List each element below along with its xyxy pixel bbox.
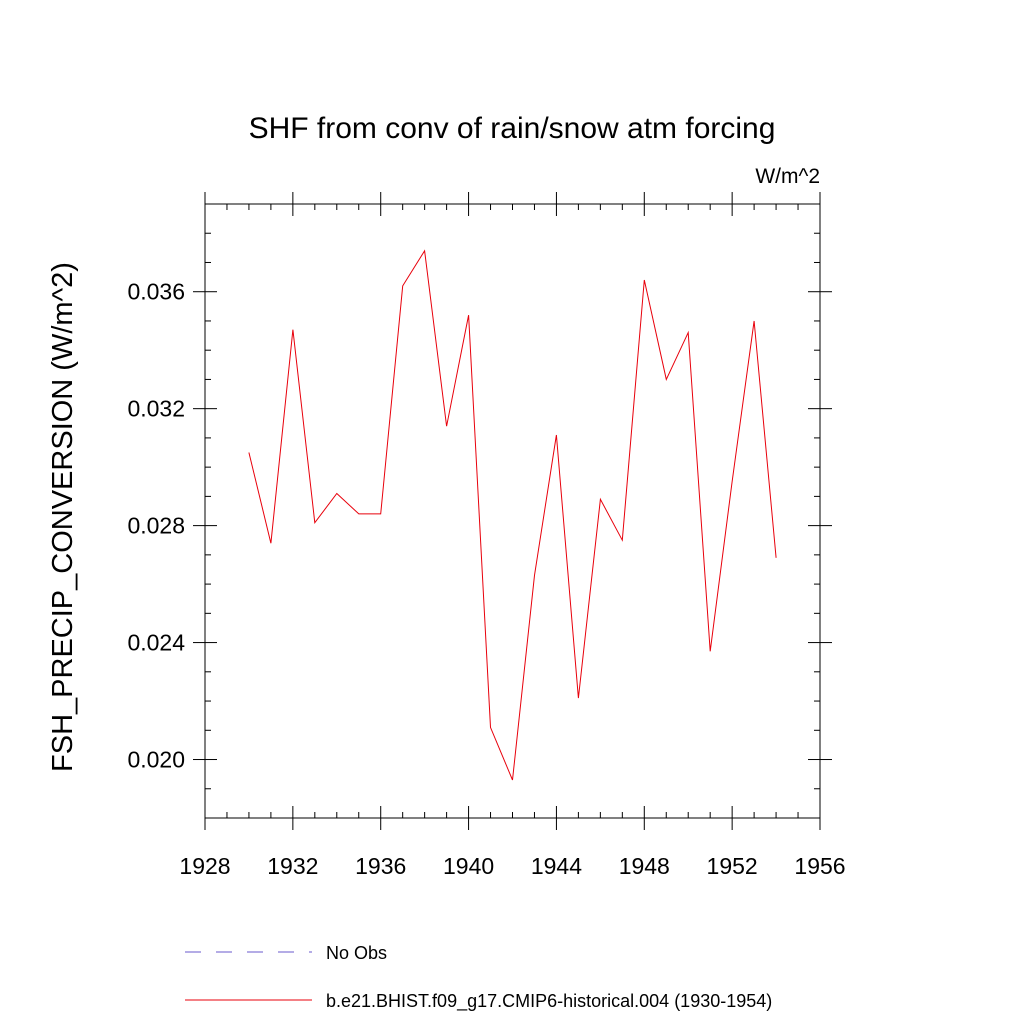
x-tick-label: 1948 bbox=[619, 853, 670, 879]
y-tick-label: 0.032 bbox=[127, 396, 185, 422]
x-tick-label: 1952 bbox=[707, 853, 758, 879]
axis-ticks bbox=[193, 192, 832, 830]
tick-labels: 1928 1932 1936 1940 1944 1948 1952 1956 0.020 0.0… bbox=[127, 279, 845, 879]
y-axis-title: FSH_PRECIP_CONVERSION (W/m^2) bbox=[47, 262, 79, 772]
series-line bbox=[248, 249, 777, 781]
y-tick-label: 0.036 bbox=[127, 279, 185, 305]
legend-label: b.e21.BHIST.f09_g17.CMIP6-historical.004… bbox=[326, 991, 772, 1012]
y-tick-label: 0.028 bbox=[127, 513, 185, 539]
x-tick-label: 1928 bbox=[179, 853, 230, 879]
x-tick-label: 1944 bbox=[531, 853, 582, 879]
x-tick-label: 1956 bbox=[794, 853, 845, 879]
x-tick-label: 1940 bbox=[443, 853, 494, 879]
legend-label: No Obs bbox=[326, 943, 387, 963]
series-group bbox=[248, 249, 777, 781]
chart-title: SHF from conv of rain/snow atm forcing bbox=[249, 112, 776, 145]
y-tick-label: 0.024 bbox=[127, 630, 185, 656]
units-label: W/m^2 bbox=[755, 165, 820, 188]
x-tick-label: 1936 bbox=[355, 853, 406, 879]
y-tick-label: 0.020 bbox=[127, 747, 185, 773]
x-tick-label: 1932 bbox=[267, 853, 318, 879]
plot-frame bbox=[204, 203, 821, 819]
legend: No Obs b.e21.BHIST.f09_g17.CMIP6-historic… bbox=[185, 943, 772, 1012]
